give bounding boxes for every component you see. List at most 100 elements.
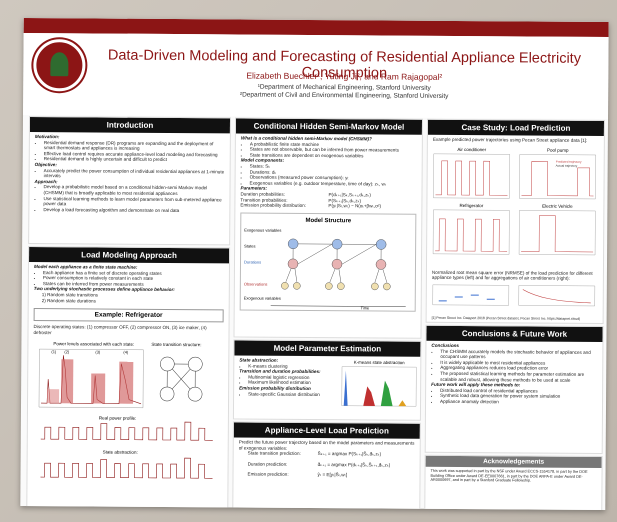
- row-label-observations: Observations: [244, 281, 268, 286]
- panel-title: Pool pump: [547, 147, 569, 152]
- chsmm-bullets: A probabilistic finite state machine Sta…: [241, 141, 417, 159]
- legend-actual: Actual trajectory: [556, 163, 578, 167]
- state-label: (2): [64, 350, 70, 355]
- nrmse-frame-right: [518, 285, 596, 306]
- transition-arrows: [166, 364, 196, 390]
- components-list: States: Sₖ Durations: dₖ Observations (m…: [241, 163, 417, 187]
- alp-row: Emission prediction: ŷₜ = E[yₜ|Ŝₜ,wₜ]: [248, 472, 415, 479]
- nrmse-left-marks: [438, 294, 495, 302]
- poster-affiliations: ¹Department of Mechanical Engineering, S…: [89, 82, 599, 102]
- state-abstraction-trace: [40, 458, 213, 479]
- state-4-region: [119, 361, 134, 405]
- poster: Data-Driven Modeling and Forecasting of …: [20, 17, 609, 511]
- fridge-predicted-trace: [435, 218, 508, 252]
- model-structure-figure: Model Structure Exogenous variables Stat…: [239, 212, 417, 312]
- motivation-list: Residential demand response (DR) program…: [35, 140, 225, 164]
- panel-frame: [518, 209, 596, 255]
- alp-row: State transition prediction: Ŝₖ₊₁ = argma…: [248, 451, 415, 458]
- em-list: State-specific Gaussian distribution: [239, 391, 325, 397]
- section-heading: Conclusions & Future Work: [426, 325, 603, 343]
- alp-row: Duration prediction: d̂ₖ₊₁ = argmax P(dₖ₊…: [248, 461, 415, 468]
- list-item: Appliance anomaly detection: [440, 399, 597, 406]
- real-profile-trace: [40, 422, 213, 441]
- section-heading: Introduction: [29, 117, 231, 134]
- nrmse-right-curve: [522, 288, 591, 304]
- transition-structure-label: State transition structure:: [151, 342, 201, 347]
- list-item: State-specific Gaussian distribution: [248, 391, 325, 397]
- observation-node: [325, 282, 333, 290]
- example-intro: Discrete operating states: (1) compresso…: [33, 324, 207, 335]
- column-right: Case Study: Load Prediction Example pred…: [424, 118, 606, 511]
- title-area: Data-Driven Modeling and Forecasting of …: [23, 32, 609, 120]
- model-edges: [285, 243, 388, 283]
- section-body: What is a conditional hidden semi-Markov…: [235, 133, 422, 211]
- parameter-name: Emission probability distribution:: [240, 202, 307, 209]
- alp-row-expr: ŷₜ = E[yₜ|Ŝₜ,wₜ]: [317, 472, 348, 478]
- observation-node: [281, 281, 289, 290]
- time-axis: [270, 305, 406, 307]
- state-node-3: [159, 387, 175, 402]
- processes-list: 1) Random state transitions 2) Random st…: [34, 292, 224, 305]
- state-label: (1): [51, 350, 57, 355]
- nrmse-charts: [432, 284, 596, 306]
- section-heading: Load Modeling Approach: [29, 247, 230, 264]
- alp-row-label: Duration prediction:: [247, 461, 288, 467]
- ev-predicted-trace: [521, 214, 594, 252]
- state-label: (3): [95, 350, 101, 355]
- section-heading: Conditional Hidden Semi-Markov Model: [235, 118, 423, 135]
- section-heading: Model Parameter Estimation: [234, 340, 421, 357]
- column-middle: Conditional Hidden Semi-Markov Model Wha…: [232, 117, 424, 511]
- section-body: Model each appliance as a finite state m…: [29, 262, 229, 307]
- section-introduction: Introduction Motivation: Residential dem…: [28, 116, 232, 246]
- estimation-body: State abstraction: K-means clustering Tr…: [234, 355, 420, 414]
- duration-node: [331, 258, 343, 270]
- ac-predicted-trace: [435, 160, 508, 196]
- state-3-region: [91, 373, 106, 404]
- state-node-1: [160, 357, 175, 372]
- alp-list: State transition prediction: Ŝₖ₊₁ = argma…: [239, 451, 415, 479]
- kmeans-cluster-3: [380, 380, 393, 407]
- alp-row-expr: Ŝₖ₊₁ = argmax P(Sₖ₊₁|Ŝₖ,d̂ₖ,zₖ): [317, 451, 382, 457]
- observation-node: [383, 282, 391, 290]
- section-body: Conclusions The CHSMM accurately models …: [426, 341, 602, 408]
- ack-text: This work was supported in part by the N…: [430, 468, 588, 483]
- pool-predicted-trace: [521, 160, 594, 196]
- td-list: Multinomial logistic regression Maximum …: [239, 374, 325, 386]
- legend-predicted: Predicted trajectory: [556, 159, 582, 163]
- panel-title: Air conditioner: [457, 147, 486, 152]
- nrmse-caption: Normalized root mean square error (NRMSE…: [431, 269, 593, 281]
- example-heading: Example: Refrigerator: [33, 308, 224, 323]
- alp-row-label: Emission prediction:: [247, 471, 289, 478]
- estimation-text: State abstraction: K-means clustering Tr…: [234, 355, 330, 414]
- panel-frame: [433, 153, 510, 199]
- state-node: [287, 238, 299, 249]
- panel-frame: [519, 153, 596, 199]
- row-label-exogenous-2: Exogenous variables: [244, 295, 281, 300]
- refrigerator-figure-svg: Power levels associated with each state:…: [38, 342, 213, 479]
- row-label-states: States: [244, 243, 255, 248]
- state-1-region: [47, 389, 60, 404]
- state-node-4: [187, 387, 203, 402]
- power-levels-label: Power levels associated with each state:: [53, 342, 134, 348]
- model-structure-title: Model Structure: [305, 218, 351, 224]
- approach-list: Develop a probabilistic model based on a…: [34, 184, 224, 213]
- alp-row-label: State transition prediction:: [247, 450, 301, 457]
- kmeans-chart: K-means state abstraction: [341, 360, 417, 407]
- case-reference: [1] Pecan Street Inc. Dataport 2018 (Pec…: [431, 315, 581, 321]
- refrigerator-figure: Power levels associated with each state:…: [32, 339, 224, 501]
- section-load-prediction: Appliance-Level Load Prediction Predict …: [232, 421, 421, 511]
- future-list: Distributed load control of residential …: [431, 388, 597, 406]
- section-body: Predict the future power trajectory base…: [233, 437, 419, 480]
- state-node: [331, 238, 343, 250]
- state-abstraction-label: State abstraction:: [103, 450, 138, 455]
- prediction-panels: Air conditioner Pool pump Refrigerator E…: [432, 147, 596, 255]
- state-label: (4): [123, 350, 129, 355]
- real-profile-label: Real power profile:: [99, 416, 137, 421]
- kmeans-cluster-1: [343, 370, 348, 406]
- section-conclusions: Conclusions & Future Work Conclusions Th…: [424, 324, 604, 455]
- poster-authors: Elizabeth Buechler¹, Yuting Ji², and Ram…: [246, 70, 443, 82]
- kmeans-chart-title: K-means state abstraction: [354, 360, 405, 365]
- list-item: Develop a load forecasting algorithm and…: [43, 207, 224, 214]
- list-item: 2) Random state durations: [41, 297, 96, 304]
- parameter-row: Emission probability distribution: P(yₜ|S…: [240, 203, 416, 210]
